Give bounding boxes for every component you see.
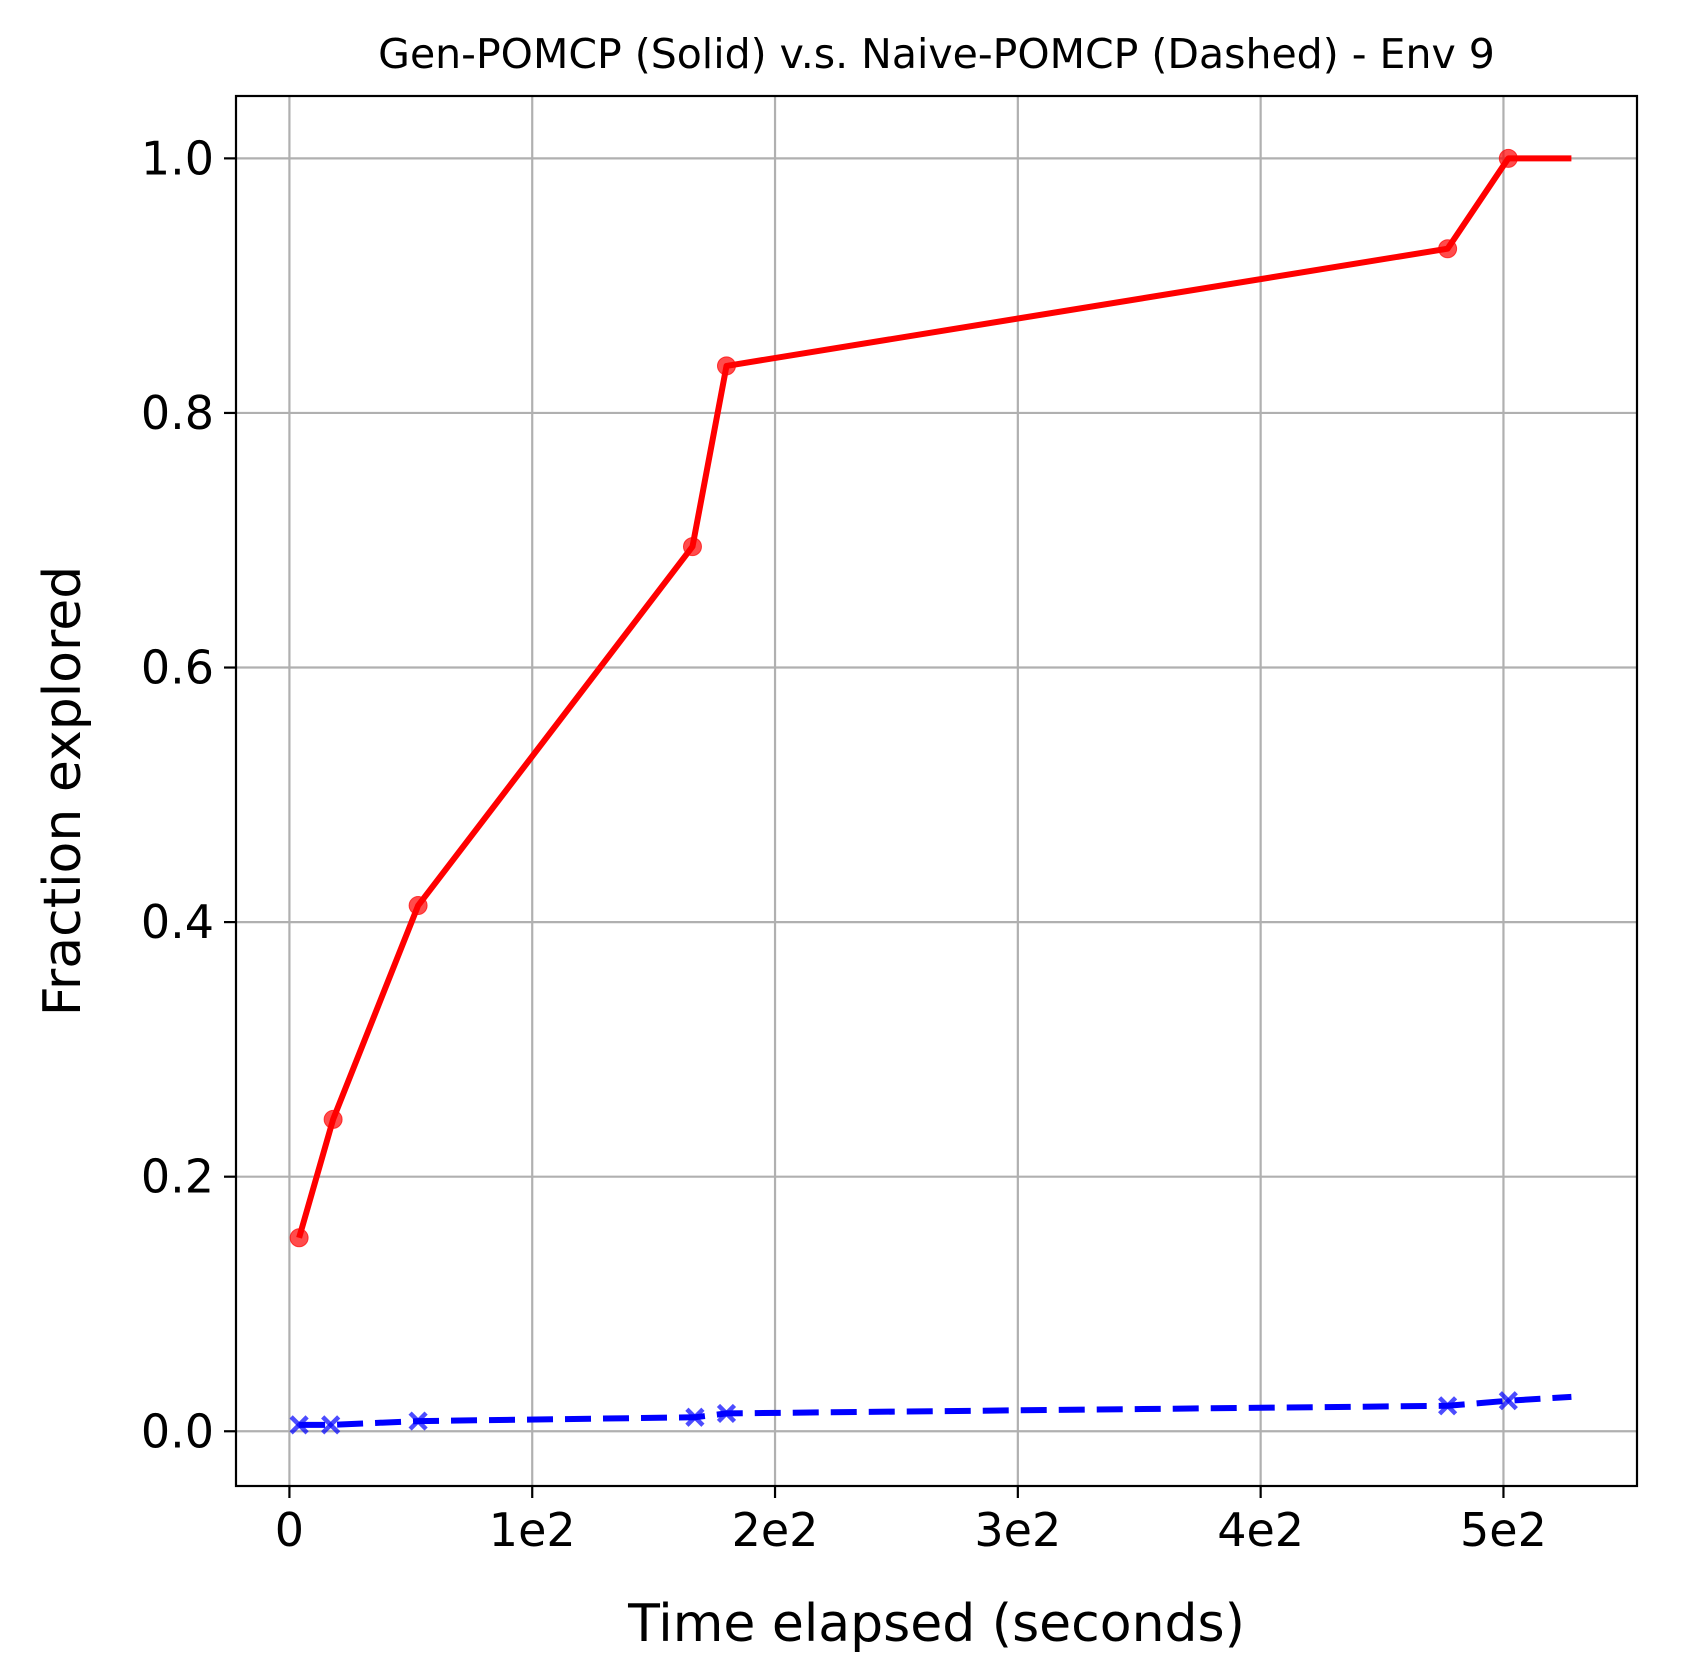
x-marker-stroke [321, 1415, 341, 1435]
y-axis-label: Fraction explored [33, 566, 93, 1016]
grid-lines [236, 96, 1637, 1486]
x-tick-label: 2e2 [732, 1503, 819, 1557]
plot-frame [234, 94, 1639, 1488]
series-layer [289, 148, 1572, 1435]
x-marker-stroke [1498, 1391, 1518, 1411]
x-marker-stroke [408, 1411, 428, 1431]
gen-pomcp-point [289, 1228, 309, 1248]
gen-pomcp-point [1438, 239, 1458, 259]
naive-pomcp-point [408, 1411, 428, 1431]
x-tick-label: 3e2 [974, 1503, 1061, 1557]
y-tick-label: 0.6 [141, 641, 214, 695]
gen-pomcp-line [296, 155, 1572, 1239]
naive-pomcp-line [299, 1393, 1572, 1428]
chart-title: Gen-POMCP (Solid) v.s. Naive-POMCP (Dash… [378, 30, 1495, 78]
y-tick-label: 0.2 [141, 1150, 214, 1204]
naive-pomcp-point [289, 1415, 309, 1435]
gen-pomcp-point [682, 537, 702, 557]
gen-pomcp-point [408, 896, 428, 916]
x-tick-label: 1e2 [489, 1503, 576, 1557]
axis-ticks: 0 1e2 2e2 3e2 4e2 5e2 0.0 0.2 0.4 0.6 0.8 1.0 [141, 131, 1547, 1557]
gen-pomcp-point [716, 356, 736, 376]
x-marker-stroke [289, 1415, 309, 1435]
gen-pomcp-point [323, 1109, 343, 1129]
naive-pomcp-point [685, 1407, 705, 1427]
y-tick-label: 0.0 [141, 1404, 214, 1458]
x-marker-stroke [716, 1403, 737, 1424]
x-tick-label: 4e2 [1217, 1503, 1304, 1557]
x-axis-label: Time elapsed (seconds) [627, 1594, 1245, 1654]
naive-pomcp-point [321, 1415, 341, 1435]
naive-pomcp-point [716, 1403, 737, 1424]
y-tick-label: 1.0 [141, 131, 214, 185]
x-tick-label: 0 [275, 1503, 304, 1557]
x-marker-stroke [1438, 1396, 1458, 1416]
naive-pomcp-point [1498, 1391, 1518, 1411]
x-tick-label: 5e2 [1460, 1503, 1547, 1557]
y-tick-label: 0.8 [141, 386, 214, 440]
gen-pomcp-point [1498, 148, 1518, 168]
y-tick-label: 0.4 [141, 895, 214, 949]
x-marker-stroke [685, 1407, 705, 1427]
naive-pomcp-point [1438, 1396, 1458, 1416]
